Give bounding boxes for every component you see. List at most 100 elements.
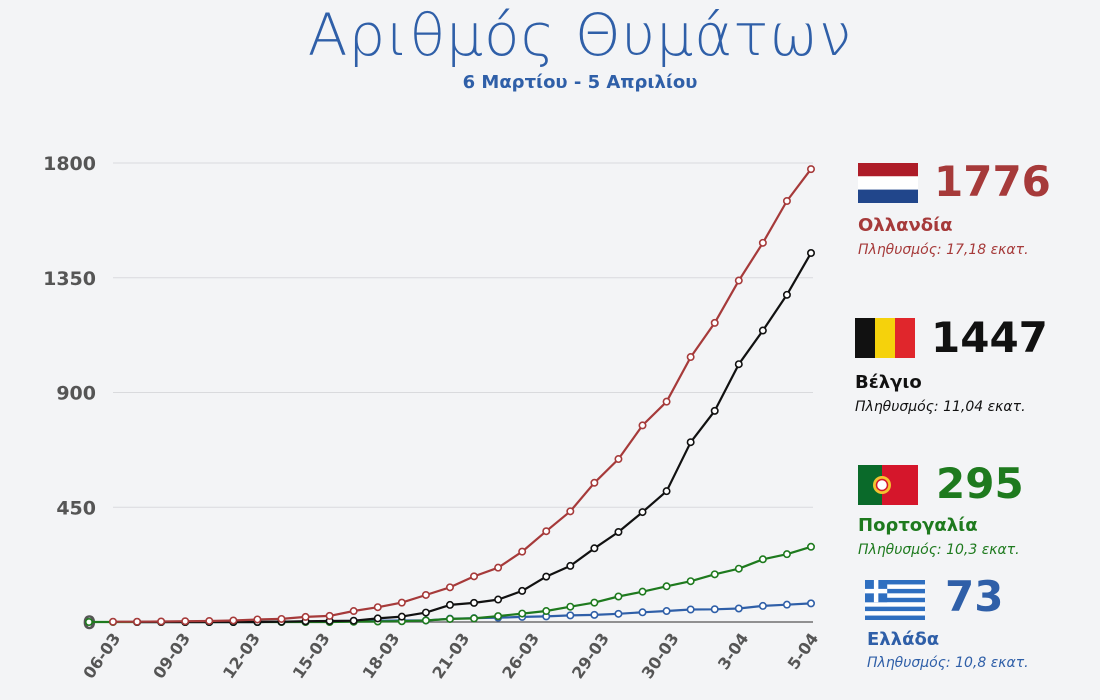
data-point [157,617,166,626]
data-point [349,616,358,625]
series-line-0 [113,168,812,623]
x-tick-label: 26-03 [498,629,543,682]
legend-portugal: 295 Πορτογαλία Πληθυσμός: 10,3 εκατ. [858,461,1088,565]
data-point [470,614,479,623]
data-point [782,196,791,205]
data-point [614,609,623,618]
x-tick-label: 09-03 [149,629,194,682]
data-point [277,614,286,623]
data-point [662,582,671,591]
x-tick-label: 3-04 [714,629,753,673]
x-tick-label: 15-03 [289,629,334,682]
data-point [686,605,695,614]
data-point [181,617,190,626]
data-point [518,586,527,595]
data-point [590,544,599,553]
netherlands-population: Πληθυσμός: 17,18 εκατ. [858,242,1029,258]
data-point [614,455,623,464]
greece-name: Ελλάδα [867,629,940,650]
data-point [638,508,647,517]
data-point [494,595,503,604]
legend-greece: 73 Ελλάδα Πληθυσμός: 10,8 εκατ. [865,574,1090,680]
netherlands-value: 1776 [934,157,1051,206]
chart-title: Αριθμός Θυμάτων [307,1,853,69]
data-point [710,318,719,327]
data-point [734,360,743,369]
data-point [445,614,454,623]
data-point [686,577,695,586]
data-point [349,607,358,616]
data-point [758,326,767,335]
greece-value: 73 [945,572,1004,621]
data-point [758,555,767,564]
data-point [614,527,623,536]
data-point [421,616,430,625]
data-point [710,570,719,579]
data-point [566,561,575,570]
data-point [806,165,815,174]
data-point [566,611,575,620]
belgium-value: 1447 [931,313,1048,362]
data-point [133,617,142,626]
x-tick-label: 12-03 [219,629,264,682]
line-chart: 04509001350180006-0309-0312-0315-0318-03… [43,153,823,682]
y-tick-label: 450 [56,497,96,519]
data-point [421,590,430,599]
data-point [84,617,93,626]
x-tick-label: 06-03 [79,629,124,682]
data-point [325,611,334,620]
belgium-population: Πληθυσμός: 11,04 εκατ. [855,399,1026,415]
data-point [518,547,527,556]
data-point [758,238,767,247]
data-point [734,276,743,285]
data-point [518,609,527,618]
data-point [734,564,743,573]
data-point [470,572,479,581]
data-point [590,610,599,619]
legend-netherlands: 1776 Ολλανδία Πληθυσμός: 17,18 εκατ. [858,159,1088,263]
data-point [662,397,671,406]
data-point [445,600,454,609]
data-point [566,602,575,611]
x-tick-label: 21-03 [428,629,473,682]
portugal-flag-icon [858,465,918,505]
data-point [806,599,815,608]
data-point [421,608,430,617]
data-point [590,478,599,487]
portugal-population: Πληθυσμός: 10,3 εκατ. [858,542,1020,558]
chart-subtitle: 6 Μαρτίου - 5 Απριλίου [462,72,698,93]
data-point [301,612,310,621]
data-point [205,616,214,625]
y-tick-label: 1800 [43,153,96,175]
x-tick-label: 30-03 [638,629,683,682]
portugal-value: 295 [936,459,1024,508]
belgium-flag-icon [855,318,915,358]
data-point [710,605,719,614]
data-point [710,406,719,415]
data-point [542,527,551,536]
x-tick-label: 29-03 [568,629,613,682]
data-point [445,583,454,592]
greece-flag-icon [865,580,925,620]
x-tick-label: 18-03 [359,629,404,682]
netherlands-name: Ολλανδία [858,215,953,236]
data-point [806,249,815,258]
data-point [109,617,118,626]
data-point [566,507,575,516]
data-point [734,604,743,613]
data-point [397,598,406,607]
data-point [662,487,671,496]
x-tick-label: 5-04 [784,629,823,673]
data-point [590,598,599,607]
data-point [253,615,262,624]
data-point [782,600,791,609]
data-point [542,572,551,581]
data-point [614,592,623,601]
greece-population: Πληθυσμός: 10,8 εκατ. [867,655,1029,671]
y-tick-label: 1350 [43,268,96,290]
data-point [782,550,791,559]
y-tick-label: 900 [56,383,96,405]
data-point [758,601,767,610]
data-point [638,587,647,596]
series-line-1 [137,252,812,624]
